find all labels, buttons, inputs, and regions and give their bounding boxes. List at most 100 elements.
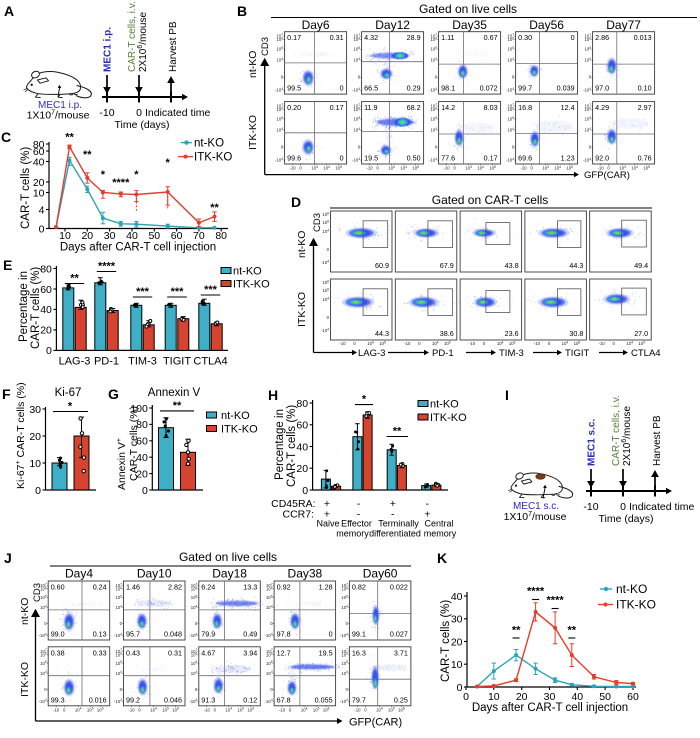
svg-text:ITK-KO: ITK-KO <box>616 598 656 612</box>
svg-text:105: 105 <box>431 46 438 52</box>
svg-text:66.5: 66.5 <box>364 84 378 93</box>
svg-text:0: 0 <box>329 630 333 639</box>
svg-text:0: 0 <box>270 687 273 692</box>
svg-text:67.9: 67.9 <box>440 261 454 270</box>
svg-text:0: 0 <box>589 145 592 150</box>
svg-text:0: 0 <box>35 485 41 497</box>
svg-text:0: 0 <box>613 341 616 346</box>
svg-text:0.24: 0.24 <box>93 583 107 592</box>
svg-text:0.016: 0.016 <box>89 695 107 704</box>
svg-text:23.6: 23.6 <box>505 329 519 338</box>
svg-text:0: 0 <box>571 33 575 42</box>
svg-text:2.97: 2.97 <box>638 103 652 112</box>
svg-text:CAR-T cells (%): CAR-T cells (%) <box>20 147 32 229</box>
svg-text:Percentage in: Percentage in <box>274 409 286 480</box>
svg-text:0: 0 <box>340 84 344 93</box>
svg-text:differentiated: differentiated <box>369 529 421 539</box>
svg-text:105: 105 <box>574 340 581 346</box>
svg-text:105: 105 <box>40 660 47 666</box>
svg-text:0.76: 0.76 <box>638 154 652 163</box>
svg-text:0.17: 0.17 <box>484 154 498 163</box>
svg-text:-104: -104 <box>321 259 329 265</box>
svg-text:107: 107 <box>431 103 438 109</box>
svg-text:nt-KO: nt-KO <box>616 582 647 596</box>
svg-text:106: 106 <box>248 707 255 713</box>
svg-text:****: **** <box>112 177 130 189</box>
svg-text:-10: -10 <box>597 166 604 171</box>
svg-text:107: 107 <box>341 582 348 588</box>
svg-text:0: 0 <box>327 247 330 252</box>
svg-text:G: G <box>108 386 119 402</box>
svg-text:nt-KO: nt-KO <box>194 138 224 150</box>
svg-text:0: 0 <box>358 75 361 80</box>
svg-text:0: 0 <box>358 145 361 150</box>
svg-text:-104: -104 <box>265 632 273 638</box>
svg-text:*: * <box>68 401 73 413</box>
svg-text:106: 106 <box>40 586 47 592</box>
svg-text:ITK-KO: ITK-KO <box>194 152 232 164</box>
svg-text:79.7: 79.7 <box>352 695 366 704</box>
svg-text:105: 105 <box>115 594 122 600</box>
svg-text:0: 0 <box>195 687 198 692</box>
svg-text:-104: -104 <box>340 632 348 638</box>
svg-text:-: - <box>357 509 361 521</box>
svg-text:MEC1 i.p.: MEC1 i.p. <box>38 100 82 111</box>
svg-text:0: 0 <box>548 341 551 346</box>
svg-text:CTLA4: CTLA4 <box>631 348 661 359</box>
svg-text:104: 104 <box>40 604 47 610</box>
svg-text:104: 104 <box>150 707 157 713</box>
svg-text:38.6: 38.6 <box>440 329 454 338</box>
svg-text:105: 105 <box>322 219 329 225</box>
svg-text:LAG-3: LAG-3 <box>59 356 91 368</box>
svg-text:106: 106 <box>115 586 122 592</box>
svg-text:50: 50 <box>148 230 160 242</box>
svg-text:99.7: 99.7 <box>518 84 532 93</box>
svg-text:Time (days): Time (days) <box>598 513 653 525</box>
svg-text:104: 104 <box>115 604 122 610</box>
svg-text:Day77: Day77 <box>606 18 641 32</box>
svg-text:Effector: Effector <box>341 519 372 529</box>
svg-text:60: 60 <box>627 691 639 703</box>
svg-text:****: **** <box>547 595 565 607</box>
svg-text:CD45RA:: CD45RA: <box>271 498 315 510</box>
svg-text:0: 0 <box>120 687 123 692</box>
svg-text:77.6: 77.6 <box>441 154 455 163</box>
svg-text:20: 20 <box>516 691 528 703</box>
svg-text:40: 40 <box>126 230 138 242</box>
svg-text:105: 105 <box>566 165 573 171</box>
svg-text:40: 40 <box>571 691 583 703</box>
svg-text:Central: Central <box>424 519 453 529</box>
svg-text:**: ** <box>173 400 182 412</box>
svg-text:Day56: Day56 <box>529 18 564 32</box>
svg-text:-10: -10 <box>583 501 598 513</box>
svg-text:43.8: 43.8 <box>505 261 519 270</box>
svg-text:106: 106 <box>191 586 198 592</box>
svg-text:80: 80 <box>40 263 52 275</box>
svg-text:0: 0 <box>435 75 438 80</box>
svg-text:0: 0 <box>46 345 52 357</box>
svg-text:99.0: 99.0 <box>51 630 65 639</box>
svg-text:+: + <box>390 498 396 510</box>
svg-text:0.43: 0.43 <box>126 648 140 657</box>
svg-text:107: 107 <box>115 648 122 654</box>
svg-text:104: 104 <box>631 165 638 171</box>
svg-text:PD-1: PD-1 <box>94 356 119 368</box>
svg-text:104: 104 <box>367 340 374 346</box>
svg-text:0.13: 0.13 <box>93 630 107 639</box>
svg-text:-104: -104 <box>429 157 437 163</box>
svg-text:105: 105 <box>322 287 329 293</box>
svg-text:E: E <box>3 257 12 273</box>
svg-text:60: 60 <box>296 420 308 432</box>
svg-text:0.055: 0.055 <box>315 695 333 704</box>
svg-text:0: 0 <box>302 485 308 497</box>
svg-text:97.8: 97.8 <box>277 630 291 639</box>
svg-text:104: 104 <box>322 228 329 234</box>
svg-text:-10: -10 <box>366 166 373 171</box>
svg-text:106: 106 <box>354 37 361 43</box>
svg-text:CAR-T cells (%): CAR-T cells (%) <box>286 405 298 487</box>
svg-text:1.28: 1.28 <box>319 583 333 592</box>
svg-text:PD-1: PD-1 <box>432 348 454 359</box>
svg-text:*: * <box>166 157 171 169</box>
svg-text:92.0: 92.0 <box>595 154 609 163</box>
svg-text:2X106/mouse: 2X106/mouse <box>137 12 149 72</box>
